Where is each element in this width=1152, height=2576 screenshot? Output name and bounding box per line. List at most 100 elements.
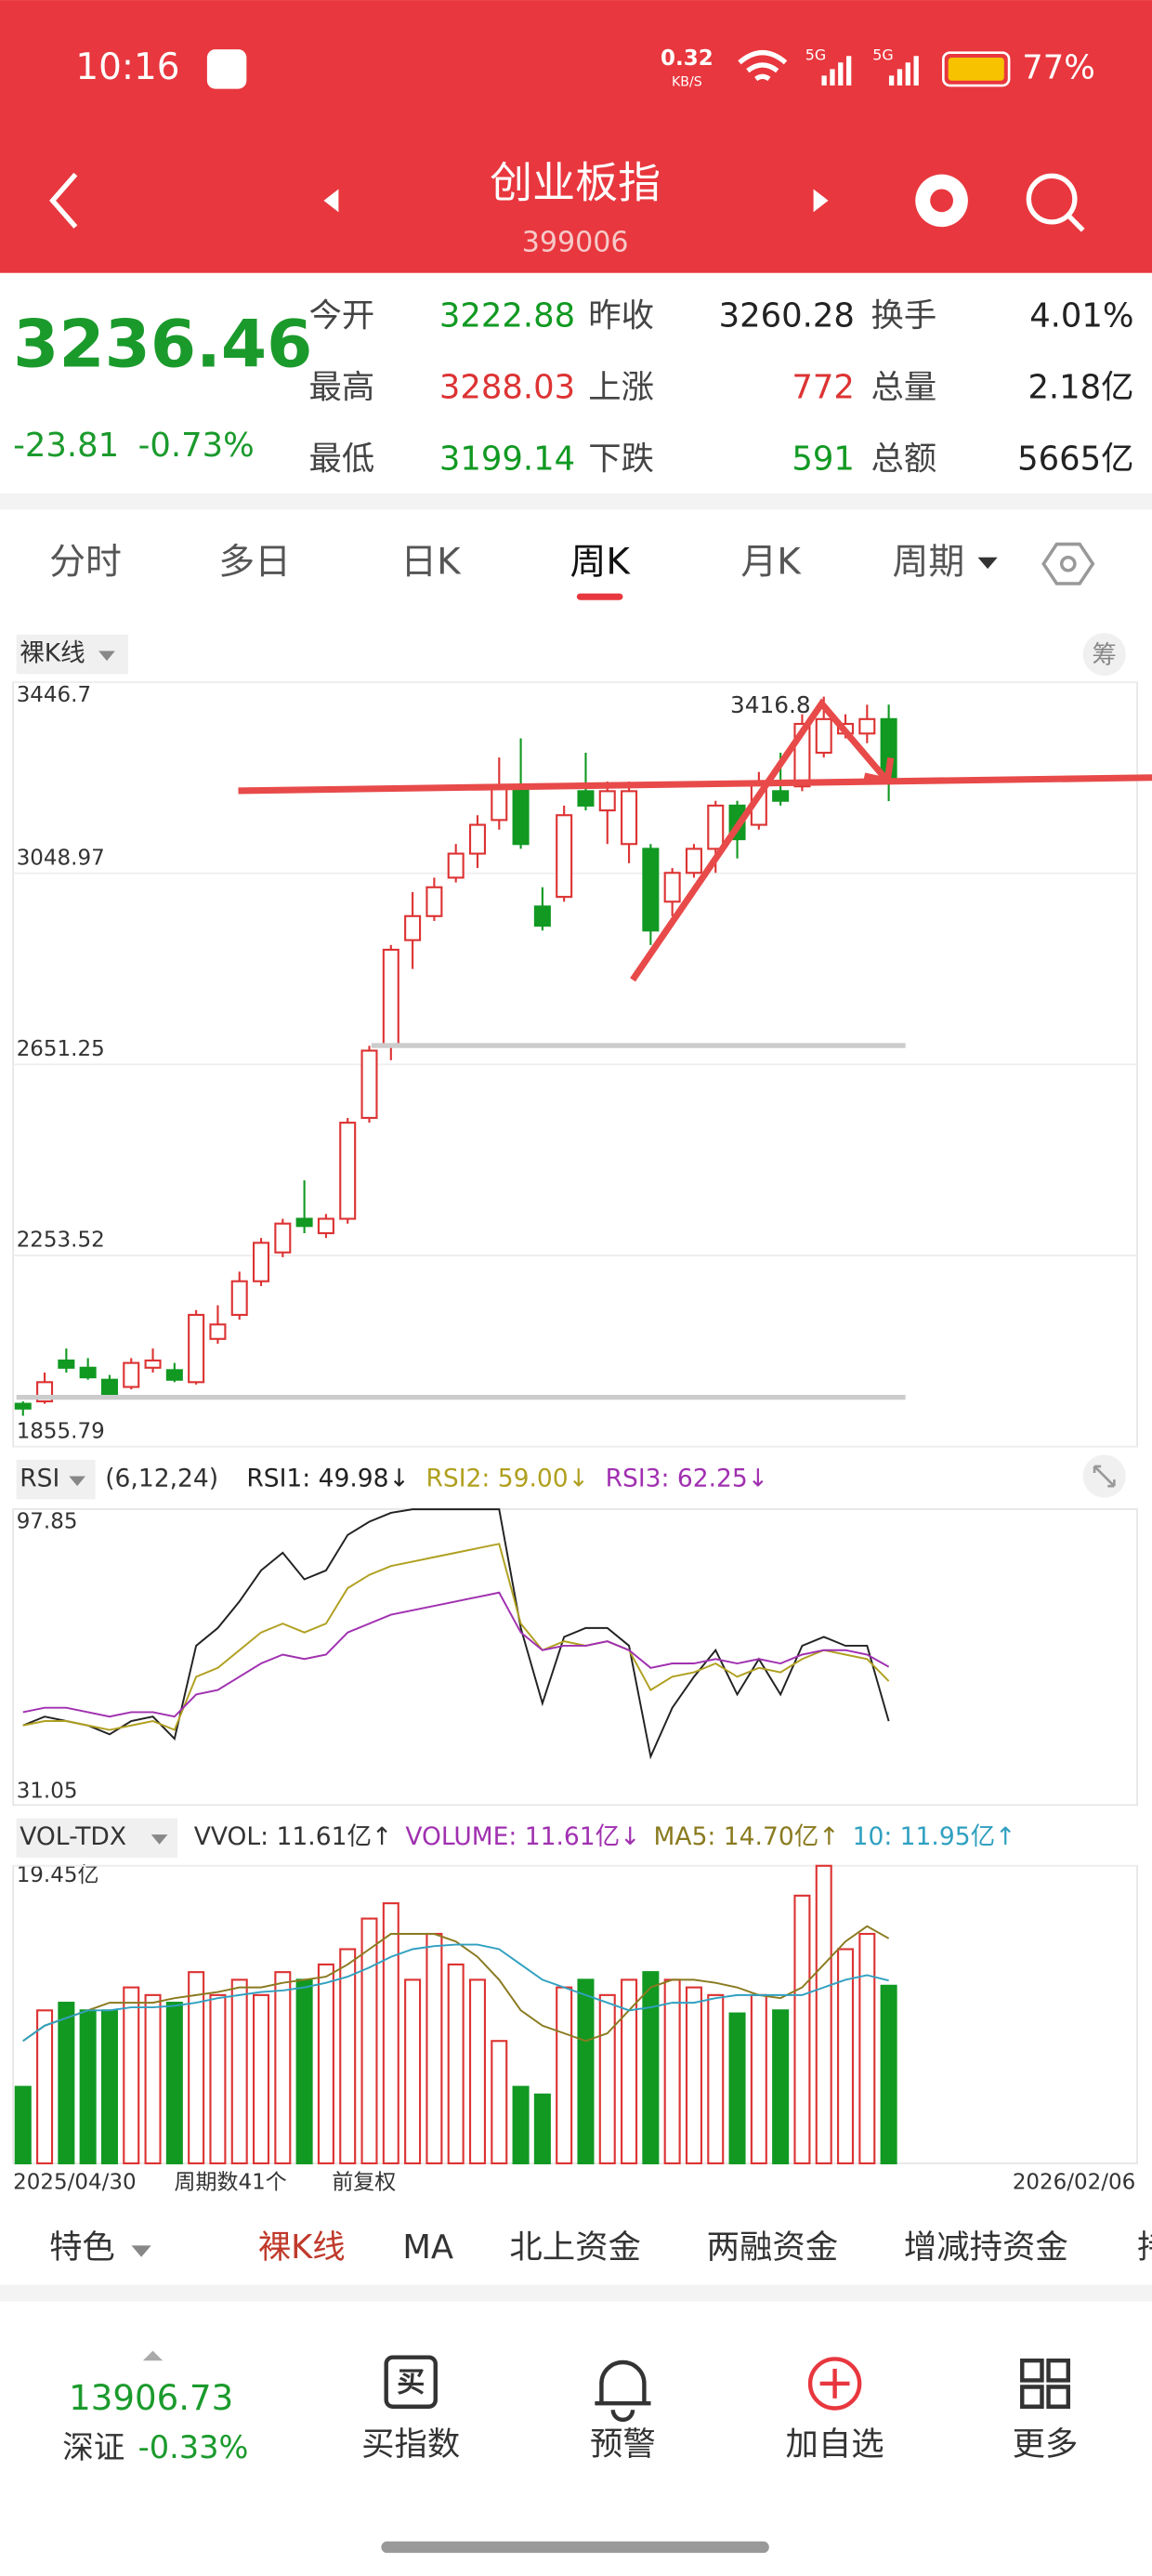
volume-bar — [404, 1978, 422, 2165]
nav-button[interactable]: 更多 — [1013, 2425, 1079, 2464]
candle-body — [295, 1217, 313, 1228]
nav-button[interactable]: 加自选 — [786, 2425, 884, 2464]
stat-label: 昨收 — [588, 296, 654, 335]
header-bg — [0, 0, 1152, 273]
change: -23.81 — [13, 427, 119, 465]
volume-bar — [382, 1902, 399, 2165]
volume-bar — [621, 1978, 638, 2165]
y-tick-label: 1855.79 — [17, 1419, 105, 1443]
volume-bar — [642, 1971, 660, 2165]
tab[interactable]: 日K — [400, 541, 462, 583]
indicator-tab[interactable]: 北上资金 — [509, 2228, 640, 2267]
chip-button[interactable] — [1082, 633, 1126, 677]
volume-bar — [209, 1993, 227, 2165]
stat-label: 最低 — [309, 440, 375, 478]
candle-body — [58, 1359, 75, 1369]
volume-bar — [317, 1963, 334, 2165]
stat-value: 591 — [792, 440, 855, 478]
settings-icon[interactable] — [1041, 542, 1095, 585]
y-tick-label: 97.85 — [17, 1510, 78, 1534]
tab[interactable]: 多日 — [218, 541, 291, 583]
tab[interactable]: 分时 — [49, 541, 122, 583]
candle-body — [360, 1049, 378, 1120]
indicator-tab[interactable]: 两融资金 — [707, 2228, 838, 2267]
rsi-legend: RSI2: 59.00↓ — [425, 1465, 588, 1493]
search-handle — [1066, 213, 1085, 232]
vol-label: VOL-TDX — [20, 1822, 126, 1851]
indicator-tab[interactable]: MA — [402, 2228, 453, 2267]
candle-body — [468, 823, 487, 855]
candle-body — [577, 790, 595, 807]
signal-icon — [888, 56, 919, 86]
period-tabs: 分时 多日 日K 周K 月K 周期 — [49, 541, 998, 600]
vol-chart: 19.45亿 VVOL: 11.61亿↑ VOLUME: 11.61亿↓ MA5: 1… — [13, 1822, 1138, 2165]
candle-body — [274, 1222, 292, 1254]
tab-underline — [576, 593, 623, 600]
candle-body — [14, 1402, 32, 1410]
volume-bar — [79, 2009, 97, 2165]
stat-value: 3222.88 — [439, 296, 575, 335]
candle-body — [642, 848, 660, 932]
vol-box[interactable] — [16, 1818, 178, 1858]
prev-button[interactable] — [323, 189, 339, 213]
volume-bar — [728, 2012, 746, 2165]
rsi-line — [22, 1543, 890, 1731]
candle-body — [512, 785, 530, 846]
indicator-tab[interactable]: 增减持资金 — [904, 2228, 1068, 2267]
volume-bar — [556, 1986, 573, 2165]
dropdown-arrow — [98, 651, 115, 662]
candle-body — [382, 948, 399, 1047]
volume-bar — [230, 1978, 248, 2165]
indicator-tab[interactable]: 特色 — [49, 2228, 115, 2267]
tab[interactable]: 周期 — [893, 541, 965, 583]
dropdown-arrow — [69, 1476, 85, 1487]
stat-value: 4.01% — [1029, 296, 1133, 335]
tab[interactable]: 月K — [740, 541, 802, 583]
start-date: 2025/04/30 — [13, 2171, 136, 2195]
y-tick-label: 3446.7 — [17, 683, 91, 707]
stat-label: 下跌 — [588, 440, 654, 478]
volume-bar — [295, 1978, 313, 2165]
volume-bar — [274, 1971, 292, 2165]
bell-icon — [595, 2359, 651, 2423]
vol-ma-line — [22, 1925, 890, 2043]
indicator-tab[interactable]: 持 — [1137, 2228, 1152, 2267]
rsi-legend: RSI3: 62.25↓ — [606, 1465, 768, 1493]
tab[interactable]: 周K — [569, 541, 631, 583]
dropdown-arrow — [977, 557, 998, 570]
home-indicator — [381, 2541, 769, 2554]
stats: 今开 3222.88 昨收 3260.28 换手 4.01% 最高 3288.03 上涨 772 总… — [309, 296, 1134, 478]
net-type: 5G — [872, 46, 893, 64]
volume-bar — [858, 1932, 876, 2165]
add-plus — [819, 2369, 850, 2399]
volume-bar — [707, 1993, 725, 2165]
divider — [0, 2284, 1152, 2302]
app-icon — [206, 49, 247, 89]
candle-body — [425, 886, 443, 917]
stat-value: 3260.28 — [719, 296, 855, 335]
candle-body — [815, 717, 832, 755]
candle-body — [447, 852, 465, 879]
next-button[interactable] — [813, 189, 829, 213]
volume-bar — [253, 1993, 270, 2165]
indicator-tab[interactable]: 裸K线 — [258, 2228, 346, 2267]
battery — [942, 51, 1011, 87]
nav-button[interactable]: 买指数 — [361, 2425, 460, 2464]
kline-type: 裸K线 — [20, 639, 85, 668]
title: 创业板指 — [490, 157, 661, 207]
candle-body — [123, 1361, 140, 1388]
candle-body — [209, 1323, 227, 1340]
candle-body — [188, 1313, 205, 1384]
volume-bar — [880, 1984, 897, 2165]
vol-legend: VVOL: 11.61亿↑ — [194, 1822, 392, 1851]
volume-bar — [339, 1948, 357, 2165]
candle-body — [858, 717, 876, 735]
wifi-icon — [738, 50, 788, 82]
search-icon[interactable] — [1026, 173, 1078, 225]
candle-body — [556, 814, 573, 899]
nav-button[interactable]: 预警 — [590, 2425, 656, 2464]
battery-level — [948, 57, 1004, 81]
back-button[interactable] — [49, 172, 78, 229]
